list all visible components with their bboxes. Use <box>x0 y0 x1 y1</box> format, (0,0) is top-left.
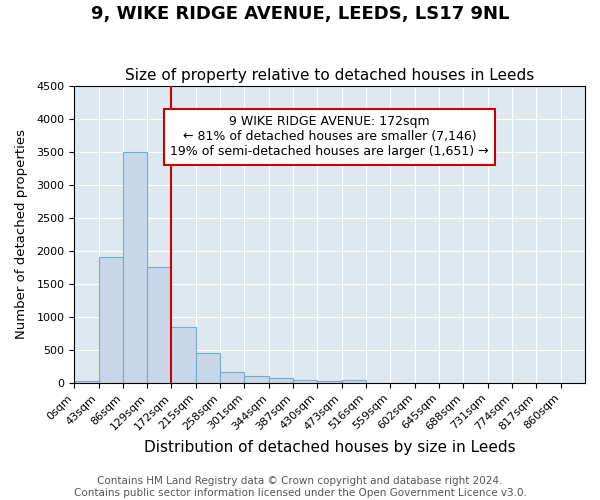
Bar <box>269 378 293 383</box>
Text: 9 WIKE RIDGE AVENUE: 172sqm
← 81% of detached houses are smaller (7,146)
19% of : 9 WIKE RIDGE AVENUE: 172sqm ← 81% of det… <box>170 116 489 158</box>
Text: 9, WIKE RIDGE AVENUE, LEEDS, LS17 9NL: 9, WIKE RIDGE AVENUE, LEEDS, LS17 9NL <box>91 5 509 23</box>
Bar <box>220 372 244 383</box>
Bar <box>74 381 98 383</box>
Bar <box>342 380 366 383</box>
Bar <box>293 380 317 383</box>
Bar <box>244 376 269 383</box>
Bar <box>147 268 172 383</box>
Bar <box>98 258 123 383</box>
Title: Size of property relative to detached houses in Leeds: Size of property relative to detached ho… <box>125 68 534 83</box>
Bar <box>196 353 220 383</box>
Y-axis label: Number of detached properties: Number of detached properties <box>15 130 28 340</box>
X-axis label: Distribution of detached houses by size in Leeds: Distribution of detached houses by size … <box>144 440 515 455</box>
Bar <box>172 327 196 383</box>
Bar <box>123 152 147 383</box>
Text: Contains HM Land Registry data © Crown copyright and database right 2024.
Contai: Contains HM Land Registry data © Crown c… <box>74 476 526 498</box>
Bar <box>317 381 342 383</box>
